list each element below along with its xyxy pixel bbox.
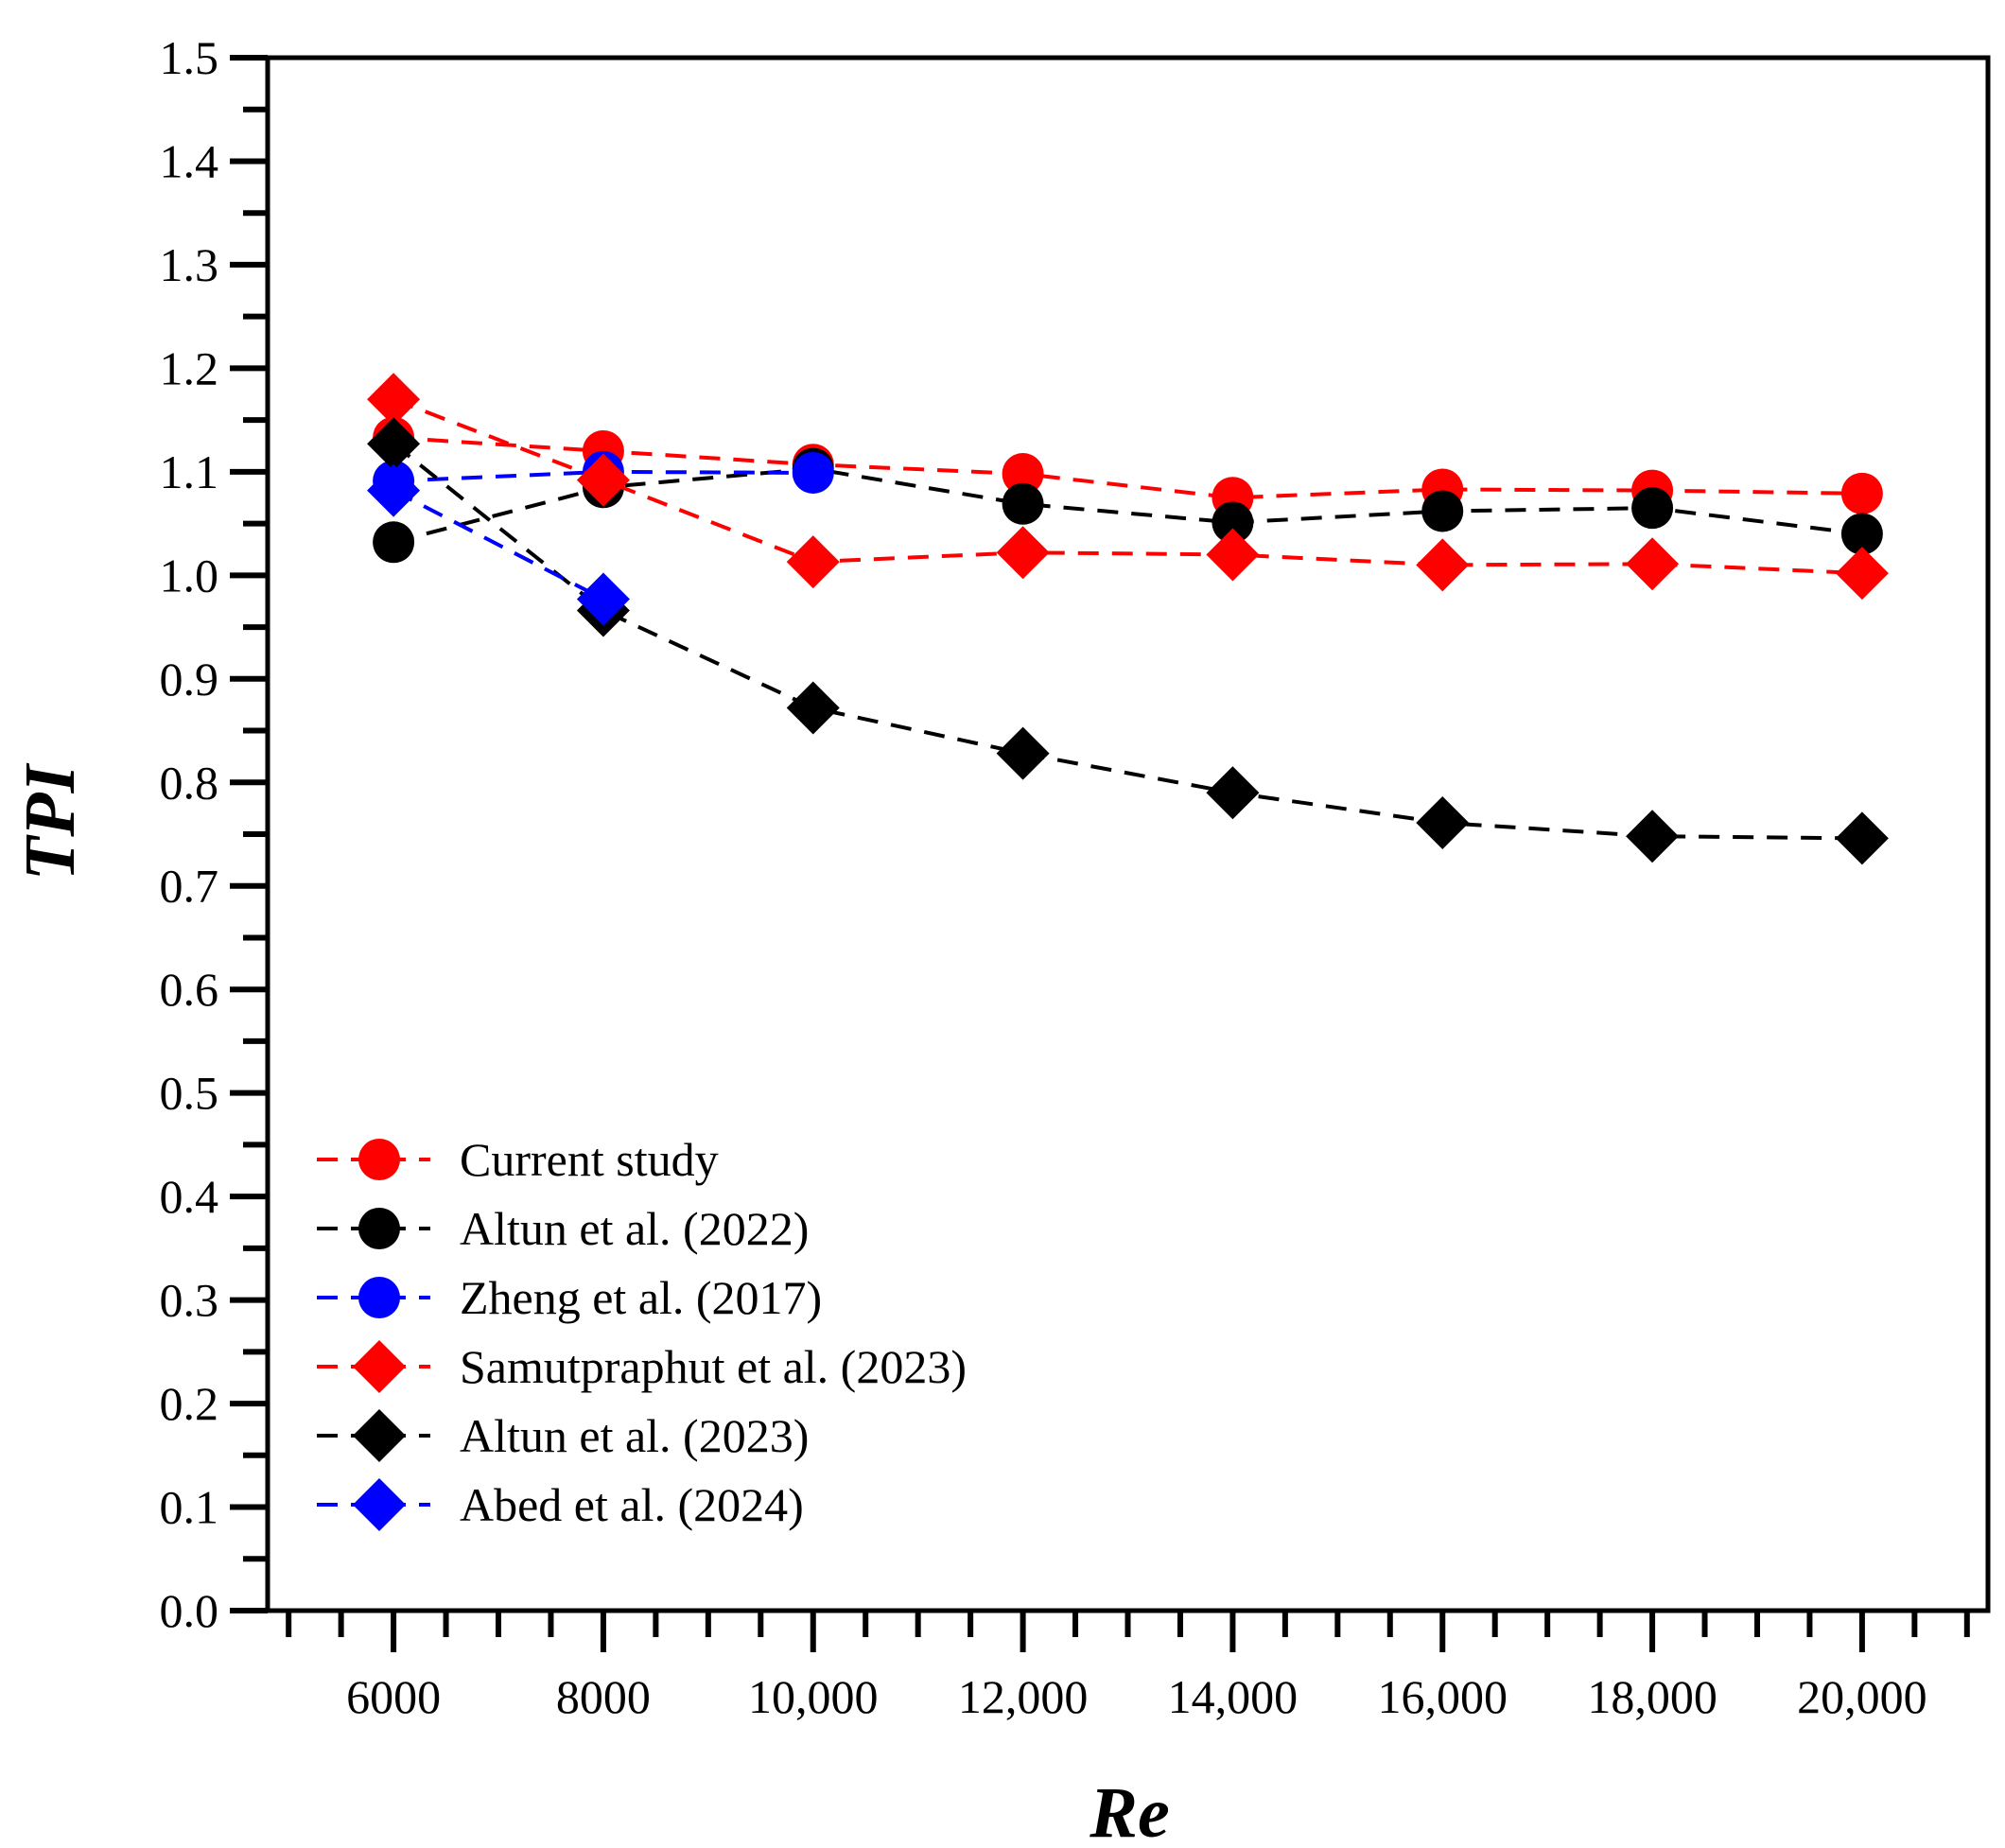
legend-label: Zheng et al. (2017) <box>460 1271 822 1324</box>
legend-item: Samutpraphut et al. (2023) <box>317 1340 967 1393</box>
data-point <box>1631 487 1674 530</box>
y-tick-label: 0.0 <box>160 1584 219 1637</box>
y-tick-label: 1.1 <box>160 445 219 498</box>
y-tick-label: 0.1 <box>160 1481 219 1534</box>
legend-item: Abed et al. (2024) <box>317 1478 804 1531</box>
data-point <box>786 681 840 735</box>
data-point <box>1416 795 1470 849</box>
legend-label: Samutpraphut et al. (2023) <box>460 1340 967 1393</box>
series-layer <box>367 373 1889 865</box>
data-point <box>1002 453 1044 496</box>
data-point <box>1626 537 1680 591</box>
data-point <box>373 521 415 564</box>
data-point <box>996 526 1050 580</box>
legend-swatch-marker <box>358 1139 400 1180</box>
data-point <box>1840 513 1883 555</box>
y-tick-label: 1.3 <box>160 238 219 291</box>
legend-item: Current study <box>317 1133 719 1186</box>
data-point <box>996 726 1050 780</box>
y-tick-label: 0.3 <box>160 1274 219 1327</box>
legend-swatch-marker <box>353 1340 406 1393</box>
y-axis-title: TPI <box>10 762 90 880</box>
series-line <box>392 435 1862 500</box>
x-tick-label: 16,000 <box>1377 1670 1508 1723</box>
series-line <box>392 488 604 601</box>
data-point <box>1835 547 1889 601</box>
legend-swatch-marker <box>353 1478 406 1531</box>
legend-swatch-marker <box>358 1208 400 1249</box>
x-tick-label: 6000 <box>346 1670 441 1723</box>
y-tick-label: 0.7 <box>160 860 219 913</box>
y-tick-label: 0.6 <box>160 963 219 1016</box>
axes: 0.0 0.1 0.2 0.3 0.4 0.5 0.6 0.7 0.8 0.9 1.0 1.1 1.2 1… <box>160 31 1991 1723</box>
legend-item: Altun et al. (2022) <box>317 1202 809 1255</box>
legend-label: Altun et al. (2023) <box>460 1409 809 1462</box>
data-point <box>1626 810 1680 863</box>
legend-item: Zheng et al. (2017) <box>317 1271 822 1324</box>
y-tick-label: 0.8 <box>160 756 219 809</box>
y-tick-label: 1.5 <box>160 31 219 84</box>
x-tick-label: 8000 <box>556 1670 651 1723</box>
x-axis-title: Re <box>1089 1773 1169 1848</box>
x-tick-label: 20,000 <box>1797 1670 1927 1723</box>
series-line <box>392 397 1862 576</box>
legend-item: Altun et al. (2023) <box>317 1409 809 1462</box>
data-point <box>576 572 630 626</box>
y-tick-label: 1.4 <box>160 134 219 187</box>
data-point <box>786 535 840 589</box>
y-tick-label: 0.5 <box>160 1067 219 1120</box>
series-line <box>392 466 1863 545</box>
y-tick-label: 0.2 <box>160 1377 219 1430</box>
series-line <box>392 442 1862 841</box>
data-point <box>1421 490 1464 532</box>
data-point <box>792 451 834 494</box>
x-tick-label: 14,000 <box>1168 1670 1299 1723</box>
data-point <box>367 373 421 427</box>
data-point <box>1002 482 1044 525</box>
legend: Current study Altun et al. (2022) Zheng et… <box>317 1133 967 1531</box>
y-tick-label: 0.9 <box>160 653 219 706</box>
legend-swatch-marker <box>353 1409 406 1462</box>
series-4 <box>367 373 1889 601</box>
data-point <box>1835 811 1889 865</box>
legend-label: Current study <box>460 1133 719 1186</box>
x-tick-label: 12,000 <box>958 1670 1089 1723</box>
x-tick-label: 10,000 <box>748 1670 879 1723</box>
data-point <box>1206 766 1260 820</box>
x-tick-label: 18,000 <box>1587 1670 1717 1723</box>
data-point <box>367 463 421 517</box>
data-point <box>1212 501 1254 544</box>
legend-label: Altun et al. (2022) <box>460 1202 809 1255</box>
y-tick-label: 0.4 <box>160 1170 219 1223</box>
y-tick-label: 1.0 <box>160 549 219 601</box>
data-point <box>367 417 421 471</box>
y-tick-label: 1.2 <box>160 341 219 394</box>
data-point <box>1416 538 1470 592</box>
data-point <box>1840 472 1883 514</box>
axis-titles: Re TPI <box>10 762 1170 1848</box>
series-6 <box>367 463 630 626</box>
legend-swatch-marker <box>358 1277 400 1318</box>
legend-label: Abed et al. (2024) <box>460 1478 804 1531</box>
data-point <box>1206 528 1260 582</box>
data-point <box>576 453 630 507</box>
